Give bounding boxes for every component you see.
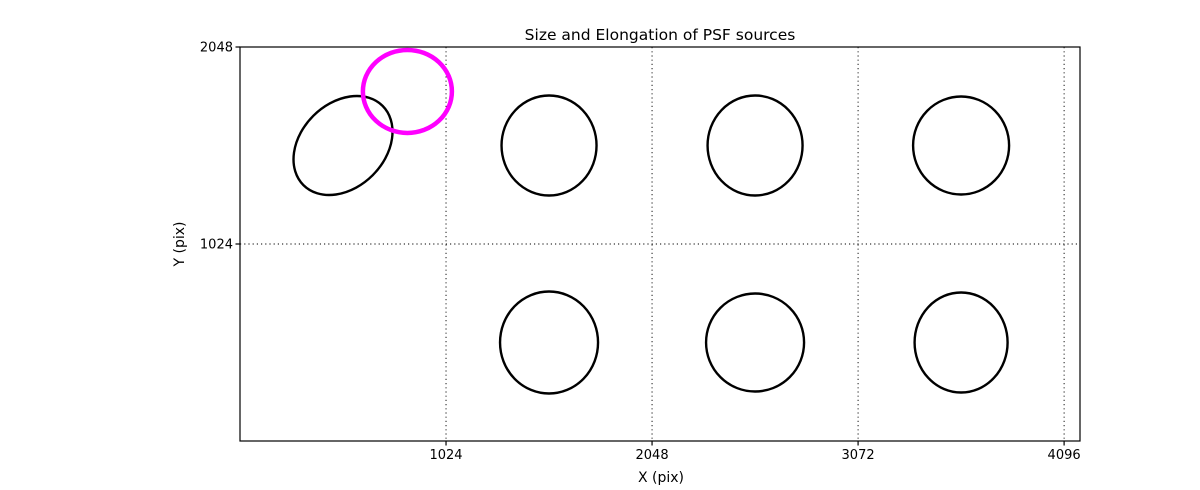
psf-ellipse <box>292 94 394 197</box>
grid-layer <box>240 47 1080 441</box>
x-tick-label: 1024 <box>429 448 462 463</box>
y-axis-label: Y (pix) <box>172 222 188 268</box>
x-axis-label: X (pix) <box>638 470 684 486</box>
tick-layer: 1024 2048 3072 4096 1024 2048 <box>200 41 1081 464</box>
x-tick-label: 2048 <box>636 448 669 463</box>
plot-title: Size and Elongation of PSF sources <box>525 26 796 44</box>
ellipse-layer <box>292 47 1011 395</box>
psf-ellipse <box>913 291 1009 394</box>
psf-ellipse <box>706 94 804 197</box>
psf-ellipse <box>498 290 600 395</box>
y-tick-label: 1024 <box>200 238 233 253</box>
psf-ellipse <box>911 95 1011 196</box>
psf-ellipse <box>704 292 806 393</box>
y-tick-label: 2048 <box>200 41 233 56</box>
psf-ellipse <box>500 94 598 197</box>
highlighted-psf-ellipse <box>360 47 455 136</box>
x-tick-label: 3072 <box>842 448 875 463</box>
x-tick-label: 4096 <box>1048 448 1081 463</box>
